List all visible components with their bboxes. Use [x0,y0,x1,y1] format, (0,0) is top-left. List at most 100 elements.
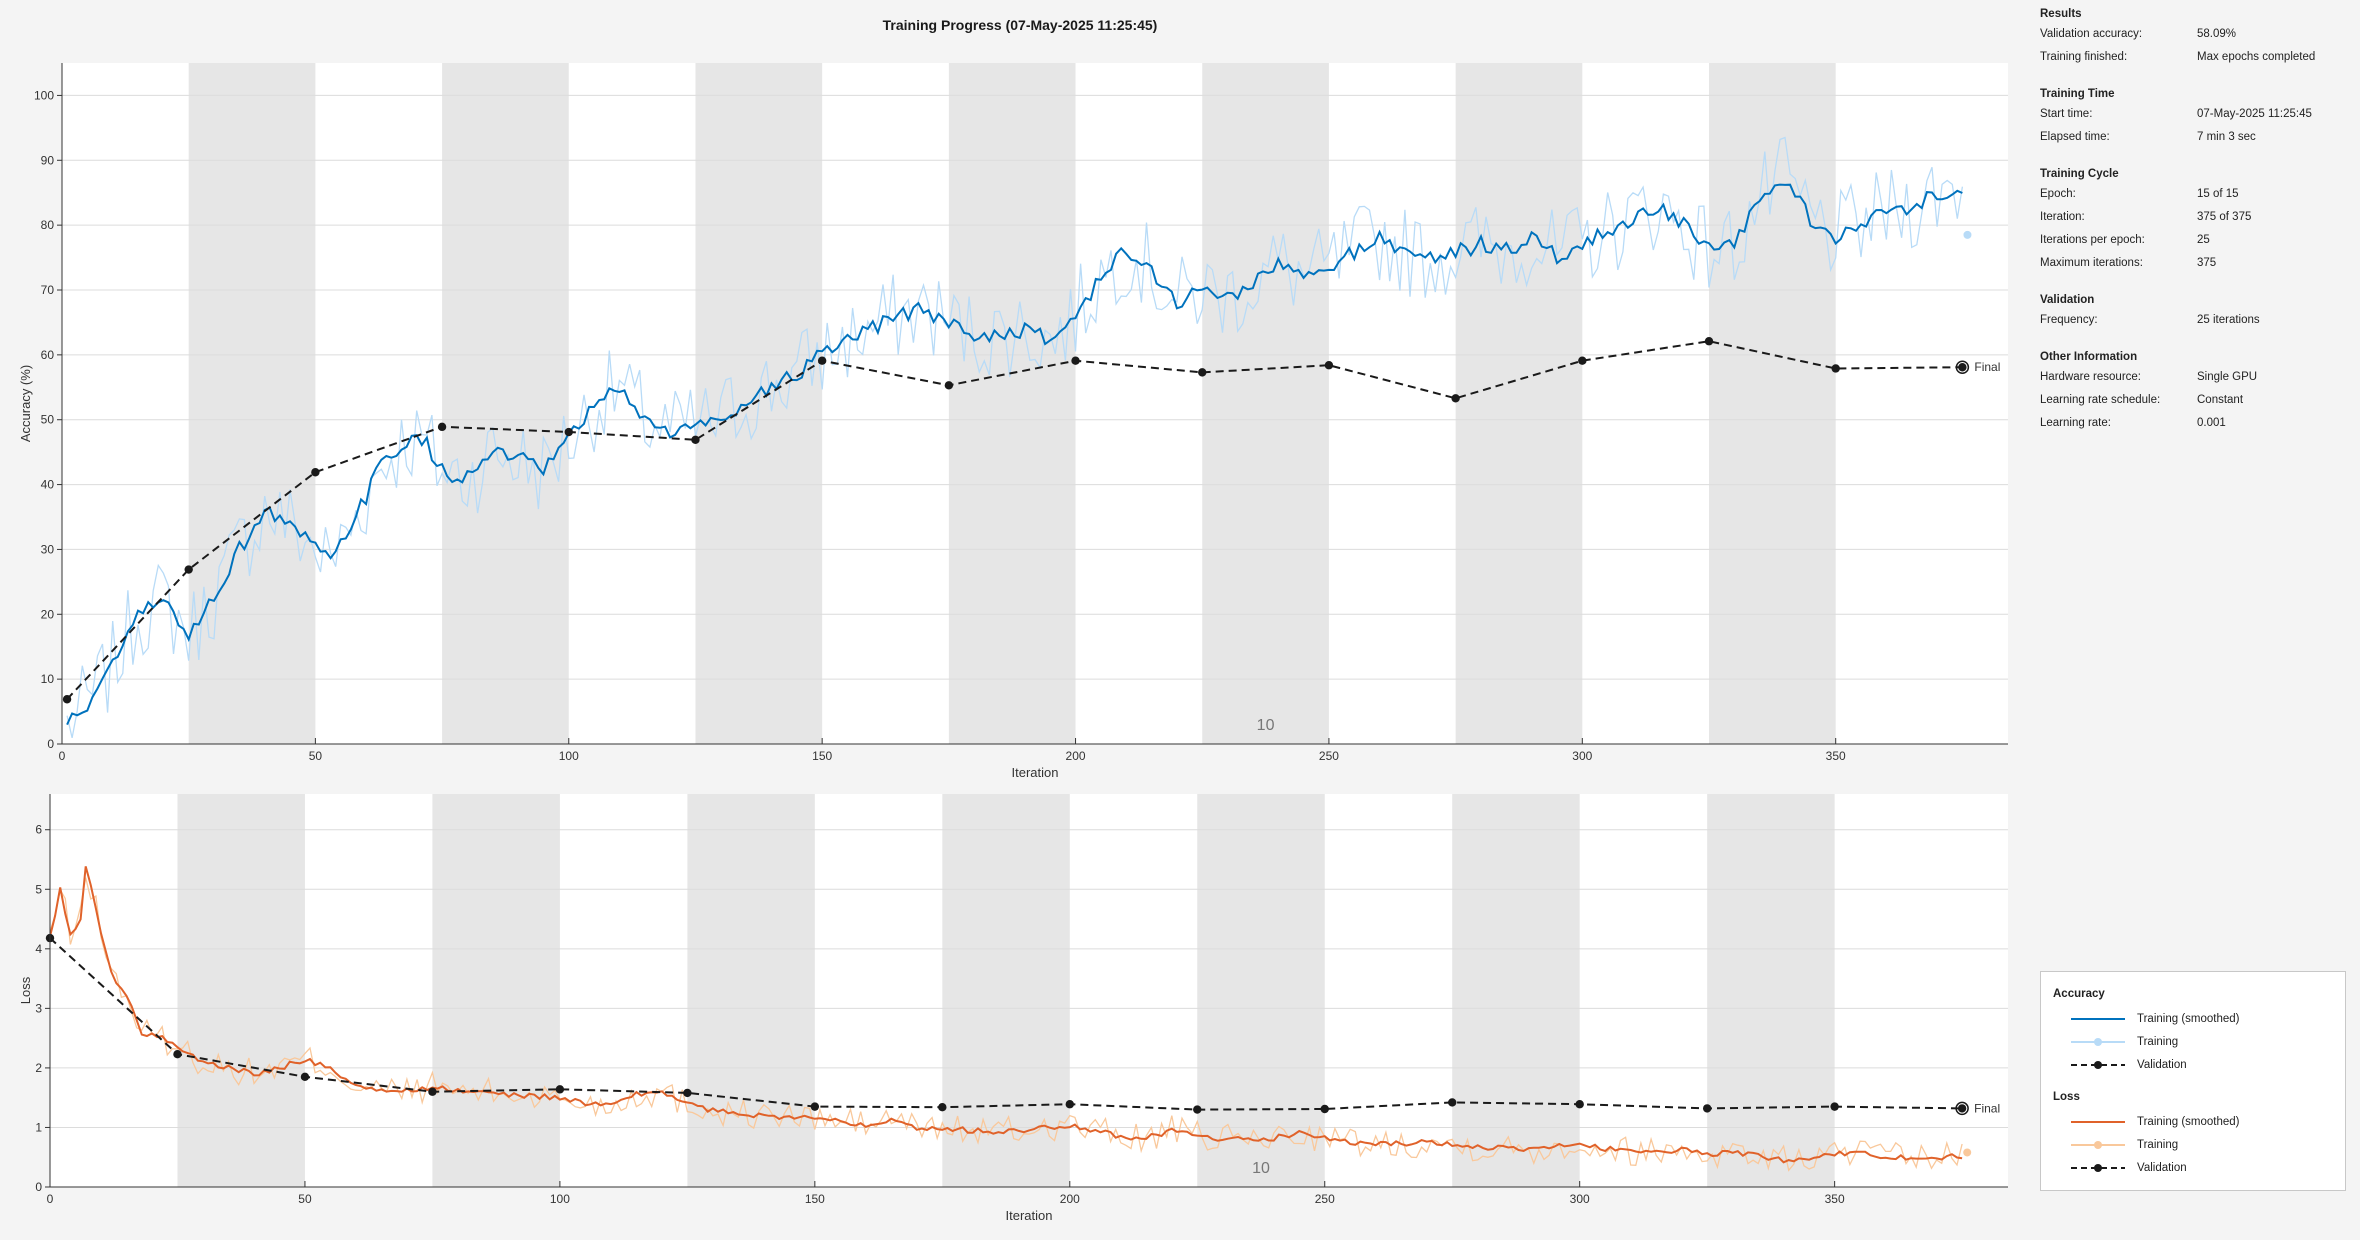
loss-validation-point [555,1085,565,1094]
x-tick-label: 0 [59,749,66,763]
loss-validation-final-ring [1955,1101,1969,1116]
validation-title: Validation [2040,294,2095,306]
results-section: Results Validation accuracy: 58.09% Train… [2040,8,2350,74]
y-tick-label: 10 [41,672,55,686]
loss-training-final-point [1963,1148,1972,1157]
info-key: Learning rate: [2040,417,2111,429]
legend-loss-title: Loss [2053,1091,2080,1103]
legend-swatch-acc-smoothed [2071,1018,2125,1020]
epoch-band [687,794,815,1187]
info-row: Learning rate: 0.001 [2040,417,2350,440]
y-tick-label: 3 [35,1001,42,1015]
legend-item-loss-smoothed: Training (smoothed) [2071,1115,2239,1129]
acc-training-smoothed-line [66,183,1963,726]
training-cycle-title: Training Cycle [2040,168,2119,180]
info-row: Iteration: 375 of 375 [2040,211,2350,234]
epoch-band [432,794,560,1187]
x-tick-label: 350 [1825,1192,1845,1206]
info-value: Max epochs completed [2197,51,2316,63]
training-time-title: Training Time [2040,88,2115,100]
info-row: Start time: 07-May-2025 11:25:45 [2040,108,2350,131]
legend-item-acc-smoothed: Training (smoothed) [2071,1012,2239,1026]
x-tick-label: 200 [1060,1192,1080,1206]
legend-label: Validation [2137,1162,2187,1174]
info-value: 58.09% [2197,28,2237,40]
loss-validation-point [428,1087,437,1096]
legend-swatch-acc-training [2071,1038,2125,1046]
info-key: Frequency: [2040,314,2098,326]
y-tick-label: 1 [35,1120,42,1134]
x-tick-label: 0 [47,1192,54,1206]
info-value: 375 [2197,257,2217,269]
loss-validation-point [1957,1104,1967,1113]
loss-validation-point [938,1103,947,1112]
acc-validation-point [1324,361,1334,370]
y-tick-label: 30 [41,542,55,556]
legend-swatch-acc-validation [2071,1061,2125,1069]
epoch-band [177,794,305,1187]
loss-training-smoothed-line [49,866,1963,1164]
acc-validation-point [311,468,320,477]
info-value: Constant [2197,394,2244,406]
page-title: Training Progress (07-May-2025 11:25:45) [882,17,1158,33]
y-tick-label: 20 [41,607,55,621]
other-information-section: Other Information Hardware resource: Sing… [2040,351,2350,440]
y-tick-label: 0 [35,1180,42,1194]
x-tick-label: 50 [298,1192,312,1206]
loss-validation-point [683,1088,692,1098]
info-key: Validation accuracy: [2040,28,2143,40]
info-row: Maximum iterations: 375 [2040,257,2350,280]
loss-validation-point [1830,1102,1839,1111]
x-tick-label: 350 [1826,749,1846,763]
info-row: Learning rate schedule: Constant [2040,394,2350,417]
info-key: Iteration: [2040,211,2085,223]
legend-label: Training (smoothed) [2137,1116,2240,1128]
info-key: Iterations per epoch: [2040,234,2145,246]
y-tick-label: 70 [41,283,55,297]
x-axis-label: Iteration [1012,765,1059,780]
loss-validation-point [1702,1104,1712,1113]
epoch-band [1709,63,1836,744]
info-key: Learning rate schedule: [2040,394,2161,406]
acc-training-raw-line [66,136,1964,739]
chart-legend: Accuracy Training (smoothed) Training Va… [2040,971,2346,1191]
y-tick-label: 50 [41,413,55,427]
info-key: Training finished: [2040,51,2128,63]
acc-validation-point [1071,356,1080,365]
legend-item-acc-validation: Validation [2071,1058,2187,1072]
y-tick-label: 4 [35,942,42,956]
y-axis-label: Loss [18,976,33,1004]
loss-validation-point [1065,1100,1074,1109]
info-value: 25 [2197,234,2210,246]
info-value: 375 of 375 [2197,211,2252,223]
acc-validation-point [1958,363,1967,372]
acc-validation-final-ring [1955,360,1970,374]
legend-label: Training (smoothed) [2137,1013,2240,1025]
epoch-band [1452,794,1580,1187]
validation-section: Validation Frequency: 25 iterations [2040,294,2350,337]
loss-validation-point [810,1102,820,1111]
x-axis-label: Iteration [1006,1208,1053,1223]
acc-validation-point [1578,356,1587,365]
acc-validation-point [817,356,827,365]
x-tick-label: 100 [559,749,579,763]
x-tick-label: 250 [1315,1192,1335,1206]
y-tick-label: 100 [34,88,54,102]
loss-final-label: Final [1974,1101,2000,1115]
x-tick-label: 100 [550,1192,570,1206]
acc-validation-line [66,340,1963,700]
legend-label: Training [2137,1036,2179,1048]
loss-validation-point [1320,1104,1329,1114]
x-tick-label: 250 [1319,749,1339,763]
acc-validation-point [691,435,700,445]
acc-final-label: Final [1974,360,2000,374]
y-tick-label: 90 [41,153,55,167]
legend-swatch-loss-training [2071,1141,2125,1149]
legend-item-loss-training: Training [2071,1138,2178,1152]
y-tick-label: 80 [41,218,55,232]
y-axis-label: Accuracy (%) [18,365,33,442]
acc-epoch-label: 10 [1257,717,1275,734]
info-value: 15 of 15 [2197,188,2239,200]
